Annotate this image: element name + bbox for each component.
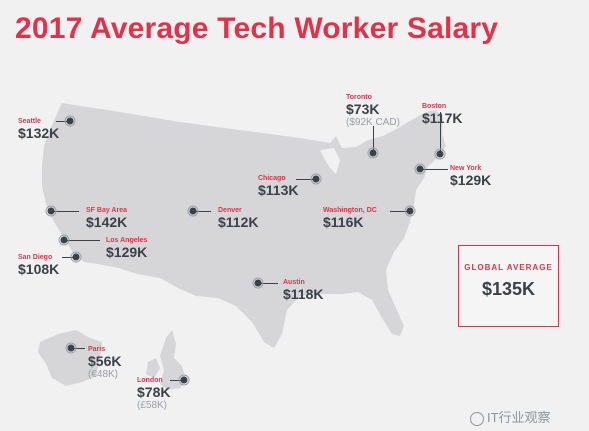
city-name: Washington, DC (323, 207, 377, 214)
marker-paris (67, 344, 75, 352)
marker-ring-toronto (367, 147, 379, 159)
city-label-london: London $78K (£58K) (137, 377, 170, 411)
city-name: Seattle (18, 118, 41, 125)
leader-boston (440, 112, 441, 154)
city-label-sf: SF Bay Area $142K (86, 207, 127, 229)
city-name: New York (450, 165, 482, 172)
city-label-austin: Austin $118K (283, 279, 323, 301)
city-name: Boston (422, 103, 447, 110)
city-label-paris: Paris $56K (€48K) (88, 346, 121, 380)
marker-seattle (66, 117, 74, 125)
great-lakes (320, 148, 340, 174)
marker-austin (254, 279, 262, 287)
marker-ring-austin (252, 277, 264, 289)
marker-sf (47, 207, 55, 215)
city-salary: $108K (18, 261, 60, 277)
leader-paris (71, 348, 85, 349)
city-label-sd: San Diego $108K (18, 254, 59, 276)
ireland-landmass (146, 358, 160, 378)
marker-sd (72, 253, 80, 261)
marker-ring-seattle (64, 115, 76, 127)
usa-landmass (42, 103, 446, 348)
leader-seattle (56, 121, 70, 122)
marker-denver (189, 207, 197, 215)
city-label-boston: Boston $117K (422, 103, 462, 125)
leader-sf (51, 211, 79, 212)
page-title: 2017 Average Tech Worker Salary (15, 12, 499, 45)
leader-ny (420, 169, 448, 170)
city-salary: $78K (137, 384, 171, 400)
global-average-label: GLOBAL AVERAGE (464, 263, 553, 272)
city-salary: $73K (346, 101, 380, 117)
marker-chicago (312, 175, 320, 183)
city-salary: $142K (86, 214, 128, 230)
city-label-toronto: Toronto $73K ($92K CAD) (346, 94, 400, 128)
city-name: Chicago (258, 175, 286, 182)
marker-ring-ny (414, 163, 426, 175)
city-salary: $112K (218, 214, 259, 230)
city-local-salary: ($92K CAD) (346, 117, 400, 128)
city-salary: $56K (88, 353, 122, 369)
marker-la (60, 236, 68, 244)
leader-denver (193, 211, 211, 212)
marker-toronto (369, 149, 377, 157)
city-name: Toronto (346, 94, 372, 101)
global-average-value: $135K (481, 279, 536, 299)
city-name: Paris (88, 346, 106, 353)
leader-austin (258, 283, 278, 284)
marker-ring-sf (45, 205, 57, 217)
city-name: Los Angeles (106, 237, 148, 244)
leader-dc (390, 211, 410, 212)
city-label-dc: Washington, DC $116K (323, 207, 377, 229)
watermark: IT行业观察 (470, 407, 551, 426)
marker-ring-sd (70, 251, 82, 263)
city-label-denver: Denver $112K (218, 207, 258, 229)
marker-boston (436, 150, 444, 158)
city-label-seattle: Seattle $132K (18, 118, 59, 140)
city-name: SF Bay Area (86, 207, 127, 214)
city-name: Austin (283, 279, 305, 286)
marker-ring-denver (187, 205, 199, 217)
marker-ring-chicago (310, 173, 322, 185)
france-landmass (38, 330, 102, 386)
wechat-icon (470, 411, 484, 426)
leader-chicago (296, 179, 316, 180)
global-average-box: GLOBAL AVERAGE $135K (458, 245, 559, 327)
city-salary: $113K (258, 182, 299, 198)
marker-dc (406, 207, 414, 215)
leader-london (170, 380, 184, 381)
city-label-la: Los Angeles $129K (106, 237, 147, 259)
city-label-chicago: Chicago $113K (258, 175, 298, 197)
marker-ring-paris (65, 342, 77, 354)
city-name: Denver (218, 207, 242, 214)
city-name: San Diego (18, 254, 53, 261)
watermark-text: IT行业观察 (487, 410, 551, 425)
marker-london (180, 376, 188, 384)
marker-ring-dc (404, 205, 416, 217)
city-salary: $116K (323, 214, 364, 230)
leader-la (64, 240, 100, 241)
marker-ny (416, 165, 424, 173)
city-salary: $117K (422, 110, 463, 126)
marker-ring-la (58, 234, 70, 246)
city-local-salary: (€48K) (88, 369, 119, 380)
marker-ring-london (178, 374, 190, 386)
city-local-salary: (£58K) (137, 400, 168, 411)
city-label-ny: New York $129K (450, 165, 491, 187)
city-salary: $118K (283, 286, 324, 302)
leader-toronto (373, 126, 374, 153)
city-name: London (137, 377, 163, 384)
marker-ring-boston (434, 148, 446, 160)
city-salary: $129K (106, 244, 148, 260)
leader-sd (62, 257, 76, 258)
city-salary: $132K (18, 125, 60, 141)
city-salary: $129K (450, 172, 492, 188)
